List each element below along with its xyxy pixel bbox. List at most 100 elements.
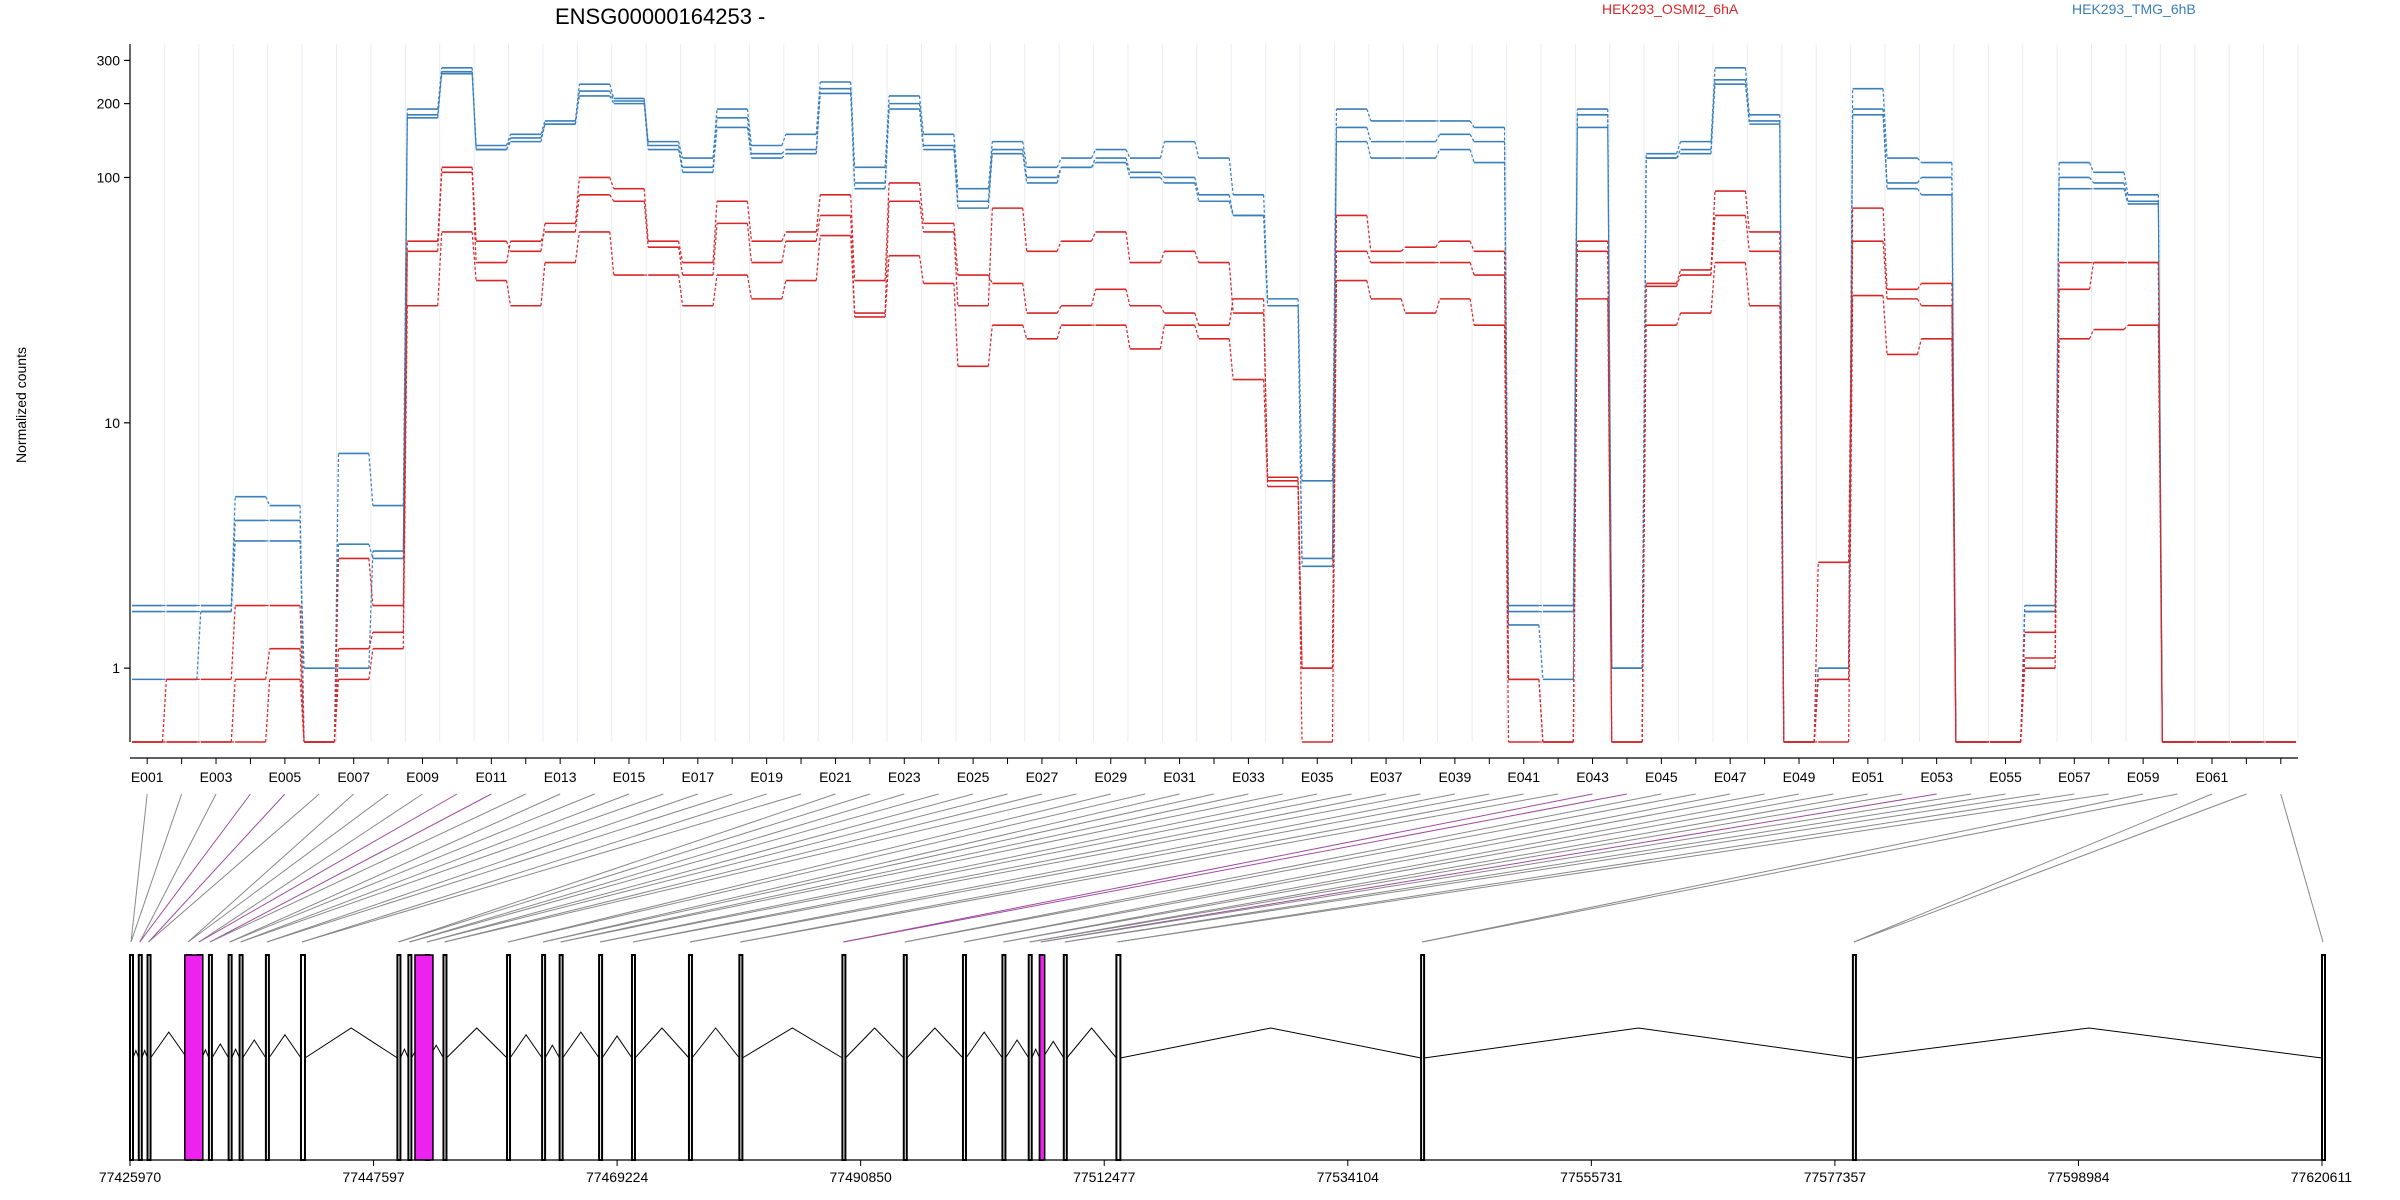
exon-join-segment: [850, 93, 856, 189]
genome-tick-label: 77534104: [1317, 1169, 1380, 1185]
exon-join-segment: [1263, 313, 1269, 481]
genome-tick-label: 77577357: [1804, 1169, 1867, 1185]
exon-join-segment: [678, 241, 684, 263]
intron-line: [691, 1027, 740, 1059]
intron-line: [1004, 1039, 1030, 1059]
exon-join-segment: [815, 93, 821, 154]
exon-join-segment: [1331, 141, 1338, 567]
exon-join-segment: [368, 648, 374, 680]
genome-tick-label: 77512477: [1073, 1169, 1136, 1185]
exon-tick-label: E013: [544, 769, 577, 785]
exon-join-segment: [1779, 305, 1785, 743]
exon-join-segment: [1056, 167, 1062, 184]
exon-join-segment: [299, 540, 305, 669]
exon-join-segment: [1676, 141, 1682, 154]
exon-box: [227, 954, 233, 1161]
exon-connector: [240, 793, 664, 943]
exon-join-segment: [884, 109, 890, 189]
exon-join-segment: [712, 223, 718, 276]
exon-axis: E001 E003 E005 E007 E009 E011 E013 E015 E017 E019…: [130, 757, 2298, 785]
exon-join-segment: [1331, 280, 1338, 743]
exon-box: [238, 954, 244, 1161]
exon-connector: [542, 793, 1215, 943]
exon-join-segment: [1607, 114, 1613, 669]
exon-join-segment: [884, 255, 890, 318]
exon-box: [506, 954, 512, 1161]
exon-connector: [1040, 793, 1972, 943]
exon-join-segment: [712, 201, 718, 263]
exon-box: [396, 954, 402, 1161]
exon-join-segment: [987, 153, 993, 209]
exon-join-segment: [1022, 208, 1028, 252]
exon-join-segment: [1607, 127, 1613, 669]
exon-join-segment: [1366, 280, 1372, 300]
exon-connector: [240, 793, 630, 943]
exon-join-segment: [505, 134, 512, 146]
exon-connector: [507, 793, 1146, 943]
exon-join-segment: [505, 240, 512, 252]
exon-join-segment: [161, 679, 168, 743]
exon-connector: [266, 793, 698, 943]
exon-join-segment: [437, 231, 443, 306]
exon-join-segment: [2020, 668, 2026, 743]
y-tick-label: 300: [97, 52, 121, 68]
exon-join-segment: [1435, 240, 1441, 248]
exon-connector: [198, 793, 458, 943]
exon-box: [558, 954, 564, 1161]
exon-tick-label: E019: [750, 769, 783, 785]
exon-join-segment: [299, 679, 305, 743]
exon-join-segment: [368, 558, 374, 606]
y-axis: 300 200 100 10 1: [97, 44, 131, 742]
exon-tick-label: E037: [1370, 769, 1403, 785]
exon-tick-label: E005: [269, 769, 302, 785]
exon-join-segment: [1572, 127, 1578, 680]
exon-join-segment: [230, 679, 236, 743]
exon-join-segment: [1125, 231, 1131, 263]
exon-join-segment: [746, 275, 753, 299]
exon-join-segment: [1744, 84, 1750, 125]
exon-connector: [148, 793, 286, 943]
exon-join-segment: [471, 231, 477, 281]
intron-line: [906, 1027, 964, 1059]
exon-join-segment: [815, 88, 821, 150]
y-axis-label: Normalized counts: [13, 347, 29, 463]
exon-join-segment: [1194, 177, 1200, 195]
exon-connector: [689, 793, 1455, 943]
exon-box: [1027, 954, 1033, 1161]
exon-join-segment: [1916, 298, 1922, 307]
genome-tick-label: 77555731: [1560, 1169, 1623, 1185]
exon-join-segment: [987, 141, 993, 189]
exon-join-segment: [1228, 338, 1234, 380]
exon-connector: [1040, 793, 1937, 943]
exon-join-segment: [987, 274, 993, 284]
exon-join-segment: [815, 194, 821, 232]
exon-join-segment: [1366, 108, 1372, 122]
exon-join-segment: [1194, 141, 1200, 159]
intron-line: [1855, 1027, 2323, 1059]
exon-join-segment: [1469, 240, 1475, 252]
y-tick-label: 200: [97, 96, 121, 112]
exon-join-segment: [712, 127, 718, 173]
exon-connector: [542, 793, 1180, 943]
exon-tick-label: E015: [613, 769, 646, 785]
exon-join-segment: [299, 605, 305, 743]
exon-connector: [740, 793, 1559, 943]
exon-join-segment: [1366, 141, 1372, 159]
exon-connector: [632, 793, 1387, 943]
exon-join-segment: [953, 223, 959, 276]
exon-join-segment: [1159, 251, 1165, 263]
exon-join-segment: [1469, 120, 1475, 128]
exon-connector: [904, 793, 1696, 943]
exon-join-segment: [1366, 215, 1372, 252]
exon-join-segment: [1469, 262, 1475, 276]
exon-join-segment: [1916, 188, 1922, 196]
exon-box: [1115, 954, 1122, 1161]
exon-join-segment: [1916, 338, 1923, 355]
exon-join-segment: [1400, 246, 1406, 252]
exon-connector: [2280, 793, 2324, 943]
exon-box: [1001, 954, 1007, 1161]
genome-tick-label: 77490850: [830, 1169, 893, 1185]
exon-join-segment: [574, 231, 580, 263]
intron-line: [742, 1027, 843, 1059]
exon-join-segment: [437, 73, 443, 118]
